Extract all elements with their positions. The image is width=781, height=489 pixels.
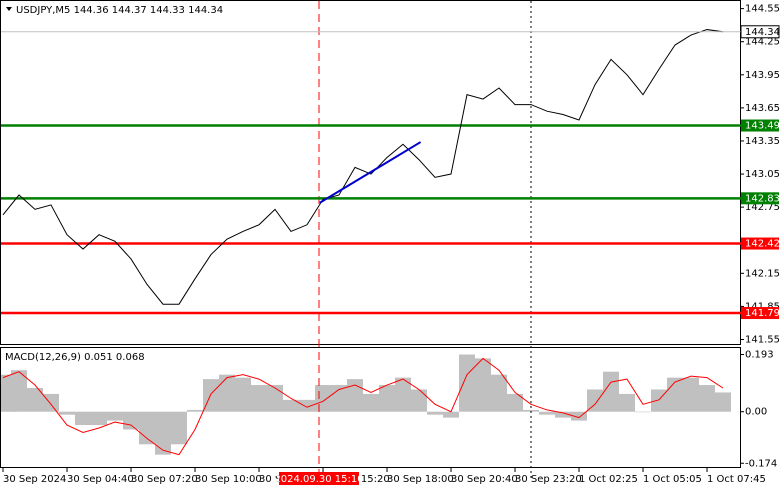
histogram-bar (91, 411, 107, 426)
histogram-bar (555, 411, 571, 418)
y-tick-label: 144.55 (745, 4, 780, 15)
histogram-bar (267, 385, 283, 412)
histogram-bar (139, 411, 155, 445)
chart-title: USDJPY,M5 144.36 144.37 144.33 144.34 (16, 5, 223, 16)
histogram-bar (331, 385, 347, 412)
level-tag (741, 119, 779, 132)
x-tick-label: 1 Oct 05:05 (643, 474, 702, 485)
histogram-bar (347, 379, 363, 412)
crosshair-tag (279, 472, 359, 485)
level-tag (741, 307, 779, 320)
histogram-bar (491, 374, 507, 412)
crosshair-label: 2024.09.30 15:10 (274, 474, 363, 485)
histogram-bar (459, 354, 475, 412)
histogram-bar (571, 411, 587, 421)
histogram-bar (187, 409, 203, 412)
histogram-bar (635, 411, 651, 413)
last-price-tag (740, 25, 780, 39)
x-tick-label: 30 Sep 23:20 (515, 474, 582, 485)
level-label: 141.79 (745, 308, 780, 319)
y-tick-label: 143.95 (745, 70, 780, 81)
histogram-bar (171, 411, 187, 445)
y-tick-label: 143.05 (745, 169, 780, 180)
y-tick-label: 144.25 (745, 37, 780, 48)
y-tick-label: 141.85 (745, 301, 780, 312)
histogram-bar (315, 385, 331, 412)
histogram-bar (27, 388, 43, 412)
level-label: 142.83 (745, 193, 780, 204)
level-tag (741, 237, 779, 250)
histogram-bar (539, 411, 555, 415)
y-tick-label: 0.00 (745, 407, 767, 418)
level-label: 142.42 (745, 239, 780, 250)
level-label: 143.49 (745, 121, 780, 132)
histogram-bar (283, 399, 299, 412)
y-tick-label: 143.35 (745, 136, 780, 147)
histogram-bar (59, 411, 75, 415)
histogram-bar (411, 389, 427, 412)
histogram-bar (603, 371, 619, 412)
histogram-bar (43, 393, 59, 412)
histogram-bar (651, 389, 667, 412)
histogram-bar (395, 377, 411, 412)
histogram-bar (587, 389, 603, 412)
trend-line (319, 141, 422, 204)
histogram-bar (475, 358, 491, 412)
histogram-bar (75, 411, 91, 426)
y-tick-label: 0.193 (745, 350, 774, 361)
x-tick-label: 30 Sep 04:40 (67, 474, 134, 485)
histogram-bar (251, 385, 267, 412)
histogram-bar (715, 392, 731, 412)
x-tick-label: 30 Sep 07:20 (131, 474, 198, 485)
histogram-bar (11, 370, 27, 412)
histogram-bar (507, 393, 523, 412)
x-tick-label: 30 Sep 20:40 (451, 474, 518, 485)
signal-line (2, 357, 724, 456)
histogram-bar (235, 377, 251, 412)
histogram-bar (155, 411, 171, 455)
x-tick-label: 30 Sep 2024 (3, 474, 66, 485)
histogram-bar (619, 393, 635, 412)
y-tick-label: 142.15 (745, 268, 780, 279)
x-tick-label: 1 Oct 07:45 (707, 474, 766, 485)
menu-arrow[interactable] (6, 7, 12, 11)
histogram-bar (363, 393, 379, 412)
level-tag (741, 192, 779, 205)
histogram-bar (299, 399, 315, 412)
y-tick-label: 142.75 (745, 202, 780, 213)
histogram-bar (443, 411, 459, 418)
histogram-bar (107, 411, 123, 421)
x-tick-label: 1 Oct 02:25 (579, 474, 638, 485)
last-price-label: 144.34 (745, 27, 780, 38)
histogram-bar (427, 411, 443, 415)
price-panel-frame (0, 0, 741, 345)
histogram-bar (523, 409, 539, 412)
macd-title: MACD(12,26,9) 0.051 0.068 (5, 352, 145, 363)
histogram-bar (699, 385, 715, 412)
histogram-bar (379, 385, 395, 412)
y-tick-label: 141.55 (745, 334, 780, 345)
histogram-bar (123, 411, 139, 430)
histogram-bar (683, 377, 699, 412)
x-tick-label: 30 Sep 18:00 (387, 474, 454, 485)
histogram-bar (219, 374, 235, 412)
price-line (2, 29, 724, 305)
macd-panel-frame (0, 347, 741, 468)
x-tick-label: 30 Sep 10:00 (195, 474, 262, 485)
y-tick-label: -0.174 (745, 458, 777, 469)
y-tick-label: 143.65 (745, 103, 780, 114)
